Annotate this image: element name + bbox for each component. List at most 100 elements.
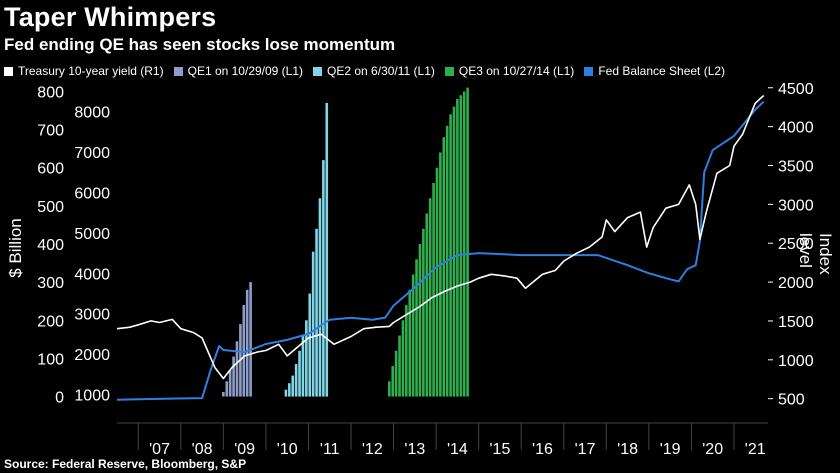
- qe-bar: [418, 244, 422, 397]
- qe-bar: [291, 375, 295, 397]
- qe-bar: [442, 137, 446, 397]
- legend-item: QE2 on 6/30/11 (L1): [313, 64, 435, 78]
- qe-bar: [232, 356, 235, 397]
- qe-bar: [401, 320, 405, 397]
- legend-label: QE2 on 6/30/11 (L1): [327, 64, 435, 78]
- y-left1-tick-label: 800: [37, 84, 64, 101]
- x-tick-label: '17: [575, 441, 596, 458]
- y-right-tick-label: 2000: [778, 275, 814, 292]
- legend-swatch: [444, 66, 454, 76]
- qe-bar: [411, 274, 415, 397]
- qe-bar: [288, 383, 291, 397]
- x-tick-label: '14: [447, 441, 468, 458]
- treasury-yield-line: [116, 94, 765, 380]
- y-axis-left-label: $ Billion: [5, 218, 25, 278]
- y-left2-tick-label: 4000: [74, 266, 110, 283]
- qe-bar: [235, 341, 239, 397]
- y-right-tick-label: 2500: [778, 236, 814, 253]
- qe-bar: [284, 389, 288, 397]
- y-left1-tick-label: 400: [37, 237, 64, 254]
- legend-item: QE3 on 10/27/14 (L1): [444, 64, 575, 78]
- legend-label: QE3 on 10/27/14 (L1): [458, 64, 575, 78]
- qe-bar: [415, 259, 418, 397]
- legend-item: QE1 on 10/29/09 (L1): [173, 64, 304, 78]
- y-right-tick-label: 1000: [778, 353, 814, 370]
- qe-bar: [318, 198, 322, 397]
- qe-bar: [249, 282, 252, 397]
- y-left1-tick-label: 100: [37, 351, 64, 368]
- y-right-tick-label: 4500: [778, 81, 814, 98]
- x-tick-label: '15: [490, 441, 511, 458]
- y-right-tick-label: 4000: [778, 120, 814, 137]
- qe-bar: [459, 95, 463, 397]
- qe-bar: [425, 213, 429, 397]
- x-tick-label: '20: [702, 441, 723, 458]
- y-left1-tick-label: 200: [37, 313, 64, 330]
- chart-title: Taper Whimpers: [4, 2, 217, 32]
- qe-bar: [432, 182, 435, 397]
- legend-swatch: [313, 66, 323, 76]
- qe-bar: [228, 369, 232, 397]
- source-note: Source: Federal Reserve, Bloomberg, S&P: [4, 457, 247, 471]
- qe-bar: [398, 335, 401, 397]
- x-tick-label: '16: [532, 441, 553, 458]
- qe-bar: [242, 305, 246, 397]
- qe-bar: [225, 381, 229, 397]
- y-left2-tick-label: 3000: [74, 307, 110, 324]
- y-left1-tick-label: 300: [37, 275, 64, 292]
- y-left1-tick-label: 0: [55, 390, 64, 407]
- qe-bar: [301, 335, 305, 397]
- fed-balance-sheet-line: [116, 100, 765, 401]
- qe-bar: [449, 114, 452, 397]
- x-tick-label: '11: [320, 441, 340, 458]
- qe-bar: [452, 106, 456, 397]
- qe-bar: [428, 198, 432, 397]
- qe-bar: [466, 87, 469, 397]
- qe-bar: [422, 228, 425, 397]
- x-tick-label: '13: [404, 441, 425, 458]
- legend-label: Treasury 10-year yield (R1): [18, 64, 164, 78]
- qe-bar: [391, 366, 395, 397]
- y-axis-right-label: Index level: [796, 233, 835, 275]
- legend-item: Fed Balance Sheet (L2): [584, 64, 725, 78]
- y-right-tick-label: 500: [778, 392, 805, 409]
- y-left2-tick-label: 7000: [74, 145, 110, 162]
- y-left2-tick-label: 6000: [74, 185, 110, 202]
- x-tick-label: '08: [192, 441, 213, 458]
- qe-bar: [325, 102, 329, 397]
- qe-bar: [462, 91, 466, 397]
- qe-bar: [311, 251, 315, 397]
- legend-label: Fed Balance Sheet (L2): [598, 64, 726, 78]
- legend-item: Treasury 10-year yield (R1): [4, 64, 164, 78]
- x-tick-label: '10: [277, 441, 298, 458]
- qe-bar: [308, 293, 312, 397]
- qe-bar: [222, 391, 225, 397]
- y-left2-tick-label: 8000: [74, 105, 110, 122]
- x-tick-label: '18: [617, 441, 638, 458]
- qe-bar: [456, 99, 459, 397]
- qe-bar: [245, 289, 249, 397]
- x-tick-label: '21: [745, 441, 766, 458]
- x-tick-label: '12: [362, 441, 383, 458]
- chart-subtitle: Fed ending QE has seen stocks lose momen…: [4, 35, 396, 54]
- y-right-tick-label: 3500: [778, 158, 814, 175]
- qe-bar: [408, 289, 412, 397]
- y-right-tick-label: 3000: [778, 197, 814, 214]
- y-left1-tick-label: 600: [37, 161, 64, 178]
- qe-bar: [315, 228, 318, 397]
- legend-label: QE1 on 10/29/09 (L1): [187, 64, 304, 78]
- y-left1-tick-label: 700: [37, 123, 64, 140]
- legend-swatch: [4, 66, 13, 76]
- y-right-tick-label: 1500: [778, 314, 814, 331]
- qe-bar: [298, 350, 301, 397]
- qe-bar: [435, 167, 439, 397]
- legend: Treasury 10-year yield (R1) QE1 on 10/29…: [4, 64, 725, 78]
- y-left2-tick-label: 1000: [74, 387, 110, 404]
- y-left2-tick-label: 5000: [74, 226, 110, 243]
- legend-swatch: [584, 66, 594, 76]
- qe-bar: [388, 381, 391, 397]
- qe-bar: [439, 152, 442, 397]
- y-left2-tick-label: 2000: [74, 347, 110, 364]
- qe-bar: [294, 364, 298, 397]
